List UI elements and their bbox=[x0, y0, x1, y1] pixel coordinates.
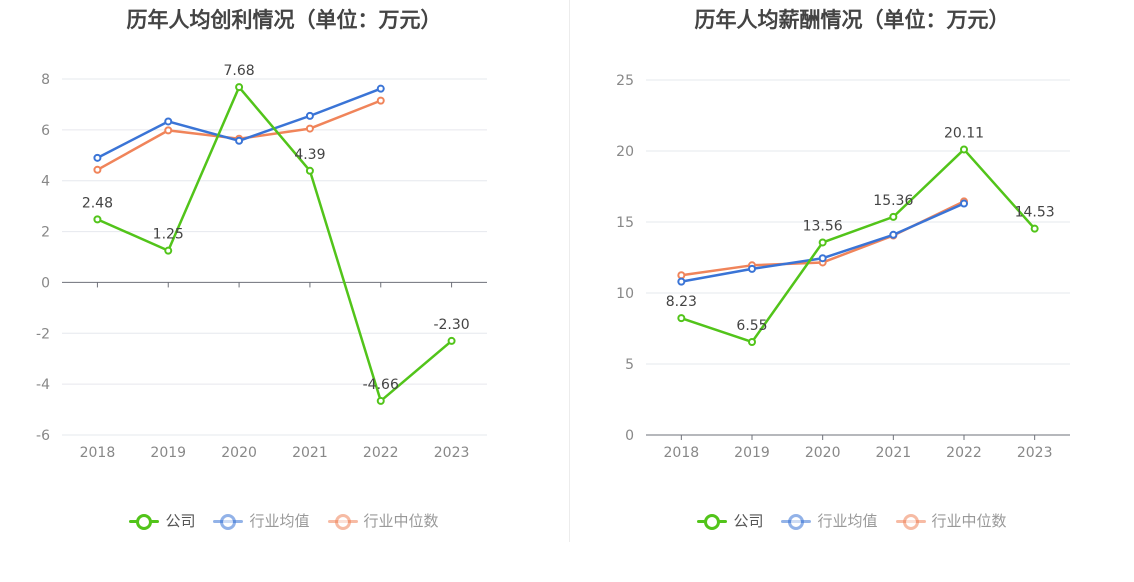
x-tick-label: 2018 bbox=[664, 445, 700, 461]
y-tick-label: 2 bbox=[41, 225, 50, 241]
data-point bbox=[889, 212, 898, 221]
legend-item-industry-mean[interactable]: 行业均值 bbox=[781, 510, 878, 531]
legend-line-icon bbox=[327, 513, 358, 530]
x-tick-label: 2020 bbox=[221, 445, 257, 461]
x-tick-label: 2022 bbox=[946, 445, 982, 461]
data-label: 14.53 bbox=[1015, 205, 1055, 221]
y-tick-label: 8 bbox=[41, 72, 50, 88]
data-point bbox=[376, 396, 385, 405]
data-point bbox=[235, 83, 244, 92]
y-tick-label: 6 bbox=[41, 123, 50, 139]
data-point bbox=[960, 145, 968, 154]
data-label: 4.39 bbox=[294, 147, 325, 163]
profit-chart-legend: 公司 行业均值 行业中位数 bbox=[0, 510, 568, 531]
salary-chart-panel: 历年人均薪酬情况（单位：万元） 25 20 15 10 5 0 2018 2019 2020 20… bbox=[570, 0, 1134, 582]
data-point bbox=[677, 314, 686, 323]
data-label: 6.55 bbox=[736, 318, 767, 334]
y-tick-label: 10 bbox=[616, 286, 634, 302]
data-point bbox=[889, 230, 898, 239]
data-point bbox=[818, 254, 827, 263]
y-tick-label: 5 bbox=[625, 357, 634, 373]
data-point bbox=[376, 84, 385, 93]
legend-label: 行业中位数 bbox=[931, 512, 1007, 530]
legend-item-industry-median[interactable]: 行业中位数 bbox=[895, 510, 1007, 531]
data-point bbox=[748, 264, 756, 273]
y-tick-label: -4 bbox=[36, 377, 50, 393]
data-point bbox=[93, 153, 102, 162]
data-label: 13.56 bbox=[803, 218, 843, 234]
data-label: 7.68 bbox=[223, 63, 254, 79]
data-point bbox=[376, 96, 385, 105]
data-point bbox=[93, 165, 102, 174]
y-tick-label: 0 bbox=[41, 275, 50, 291]
data-point bbox=[93, 215, 102, 224]
data-label: 20.11 bbox=[944, 125, 984, 141]
profit-chart-title: 历年人均创利情况（单位：万元） bbox=[126, 8, 442, 32]
salary-chart-plot: 25 20 15 10 5 0 2018 2019 2020 2021 2022 2023 8.23 6.… bbox=[616, 73, 1070, 461]
data-point bbox=[305, 124, 314, 133]
data-point bbox=[305, 166, 314, 175]
x-tick-label: 2019 bbox=[150, 445, 186, 461]
data-point bbox=[818, 238, 827, 247]
legend-line-icon bbox=[213, 513, 244, 530]
series-line bbox=[96, 85, 453, 403]
data-point bbox=[748, 337, 756, 346]
profit-chart-plot: 8 6 4 2 0 -2 -4 -6 2018 2019 2020 2021 2022 2023 2.48 1… bbox=[36, 63, 487, 461]
data-point bbox=[164, 246, 173, 255]
legend-item-company[interactable]: 公司 bbox=[697, 510, 763, 531]
data-point bbox=[1030, 224, 1039, 233]
legend-item-company[interactable]: 公司 bbox=[129, 510, 195, 531]
data-point bbox=[677, 277, 686, 286]
y-tick-label: 0 bbox=[625, 428, 634, 444]
legend-line-icon bbox=[781, 513, 812, 530]
x-tick-label: 2019 bbox=[734, 445, 770, 461]
legend-label: 行业中位数 bbox=[363, 512, 439, 530]
x-tick-label: 2022 bbox=[363, 445, 399, 461]
data-point bbox=[305, 111, 314, 120]
legend-item-industry-median[interactable]: 行业中位数 bbox=[327, 510, 439, 531]
x-tick-label: 2023 bbox=[1017, 445, 1053, 461]
y-tick-label: 25 bbox=[616, 73, 634, 89]
legend-label: 公司 bbox=[733, 512, 764, 530]
y-tick-label: 4 bbox=[41, 174, 50, 190]
x-tick-label: 2018 bbox=[80, 445, 116, 461]
legend-line-icon bbox=[895, 513, 926, 530]
salary-chart-legend: 公司 行业均值 行业中位数 bbox=[570, 510, 1134, 531]
data-point bbox=[960, 199, 968, 208]
data-label: -2.30 bbox=[433, 317, 469, 333]
data-point bbox=[164, 117, 173, 126]
panel-divider bbox=[569, 0, 570, 542]
data-point bbox=[677, 271, 686, 280]
profit-chart-panel: 历年人均创利情况（单位：万元） 8 6 4 2 0 -2 -4 -6 2018 2019 2020 2… bbox=[0, 8, 568, 531]
salary-chart-title: 历年人均薪酬情况（单位：万元） bbox=[694, 8, 1010, 32]
legend-item-industry-mean[interactable]: 行业均值 bbox=[213, 510, 310, 531]
y-tick-label: 15 bbox=[616, 215, 634, 231]
data-point bbox=[164, 126, 173, 135]
x-tick-label: 2021 bbox=[876, 445, 912, 461]
x-tick-label: 2021 bbox=[292, 445, 328, 461]
data-label: 2.48 bbox=[82, 195, 113, 211]
data-point bbox=[447, 336, 456, 345]
legend-label: 行业均值 bbox=[249, 512, 310, 530]
series-line bbox=[680, 148, 1036, 344]
x-tick-label: 2020 bbox=[805, 445, 841, 461]
data-label: 8.23 bbox=[666, 294, 697, 310]
y-tick-label: 20 bbox=[616, 144, 634, 160]
legend-line-icon bbox=[697, 513, 728, 530]
legend-label: 行业均值 bbox=[817, 512, 878, 530]
data-label: 1.25 bbox=[153, 227, 184, 243]
legend-label: 公司 bbox=[165, 512, 196, 530]
data-label: 15.36 bbox=[873, 193, 913, 209]
data-point bbox=[235, 136, 244, 145]
legend-line-icon bbox=[129, 513, 160, 530]
y-tick-label: -6 bbox=[36, 428, 50, 444]
data-label: -4.66 bbox=[363, 377, 399, 393]
y-tick-label: -2 bbox=[36, 326, 50, 342]
x-tick-label: 2023 bbox=[434, 445, 470, 461]
